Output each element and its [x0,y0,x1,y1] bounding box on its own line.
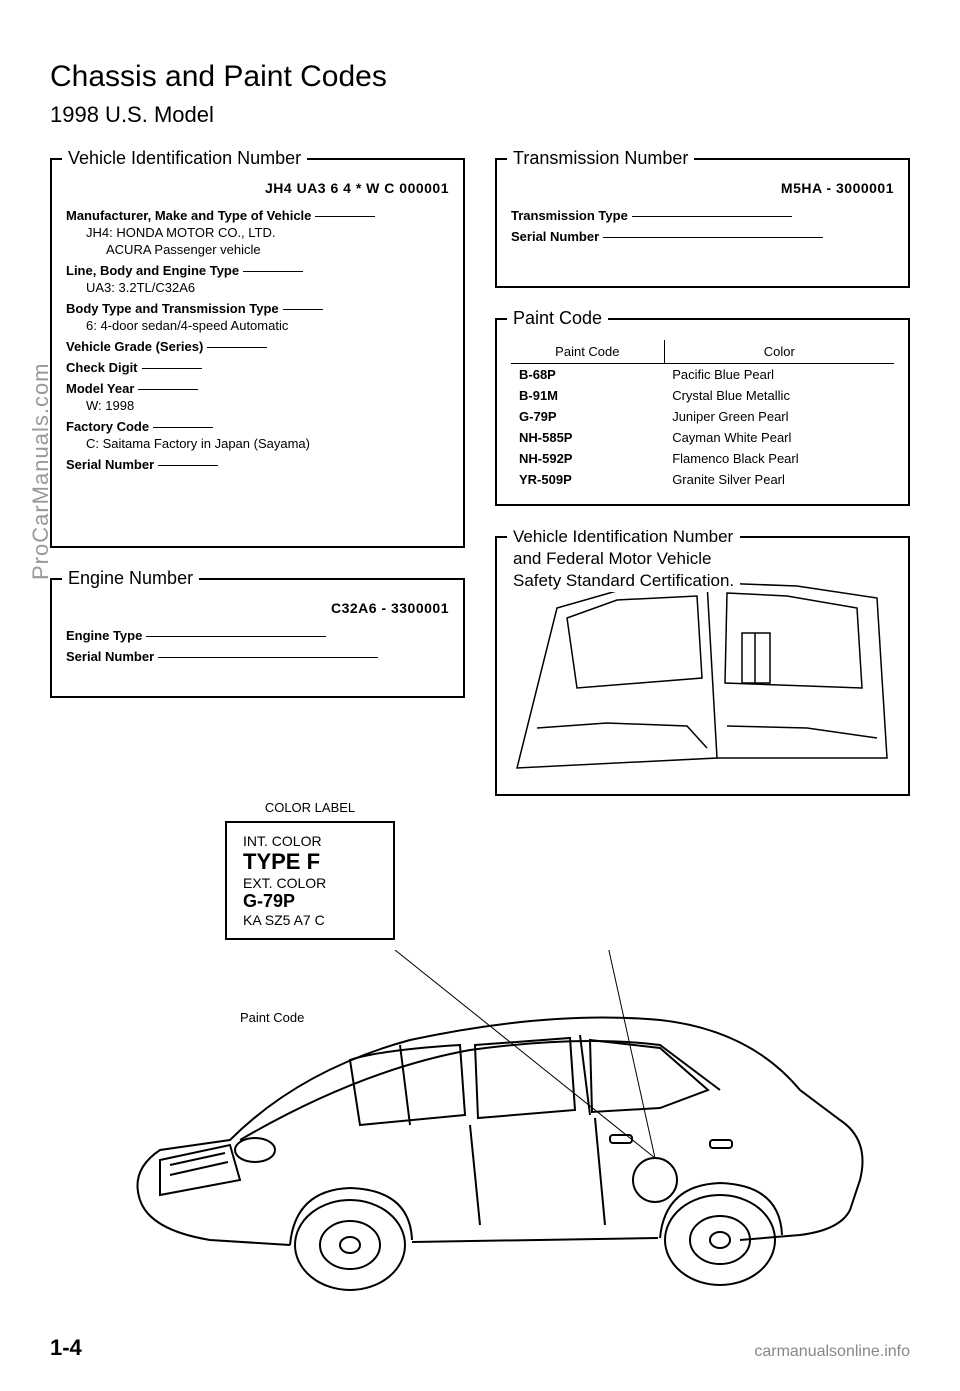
engine-code: C32A6 - 3300001 [66,600,449,616]
paint-box: Paint Code Paint Code Color B-68PPacific… [495,318,910,506]
color-label-box: INT. COLOR TYPE F EXT. COLOR G-79P KA SZ… [225,821,395,940]
vin-field-label: Check Digit [66,360,449,375]
car-illustration [100,950,880,1300]
engine-field-label: Engine Type [66,628,449,643]
cl-type: TYPE F [243,849,377,875]
page-subtitle: 1998 U.S. Model [50,102,910,128]
trans-code: M5HA - 3000001 [511,180,894,196]
engine-box: Engine Number C32A6 - 3300001 Engine Typ… [50,578,465,698]
vin-field-sub: JH4: HONDA MOTOR CO., LTD. [86,225,449,240]
trans-box: Transmission Number M5HA - 3000001 Trans… [495,158,910,288]
table-row: G-79PJuniper Green Pearl [511,406,894,427]
vin-field-label: Serial Number [66,457,449,472]
table-row: NH-592PFlamenco Black Pearl [511,448,894,469]
color-label-group: COLOR LABEL INT. COLOR TYPE F EXT. COLOR… [225,800,395,940]
vin-field-sub: C: Saitama Factory in Japan (Sayama) [86,436,449,451]
vin-field-label: Line, Body and Engine Type [66,263,449,278]
engine-box-title: Engine Number [62,568,199,589]
page-number: 1-4 [50,1335,82,1361]
table-row: B-91MCrystal Blue Metallic [511,385,894,406]
vin-field-sub: UA3: 3.2TL/C32A6 [86,280,449,295]
engine-field-label: Serial Number [66,649,449,664]
watermark: ProCarManuals.com [28,362,54,580]
vin-field-sub: W: 1998 [86,398,449,413]
vin-field-label: Factory Code [66,419,449,434]
vin-box-title: Vehicle Identification Number [62,148,307,169]
footer-url: carmanualsonline.info [754,1343,910,1361]
vin-fed-box: Vehicle Identification Number and Federa… [495,536,910,796]
color-label-title: COLOR LABEL [225,800,395,815]
vin-field-sub: 6: 4-door sedan/4-speed Automatic [86,318,449,333]
vin-fed-title: Vehicle Identification Number and Federa… [507,526,740,592]
paint-box-title: Paint Code [507,308,608,329]
vin-field-label: Manufacturer, Make and Type of Vehicle [66,208,449,223]
paint-table: Paint Code Color B-68PPacific Blue Pearl… [511,340,894,490]
door-illustration [507,578,897,778]
vin-code: JH4 UA3 6 4 * W C 000001 [66,180,449,196]
trans-field-label: Serial Number [511,229,894,244]
paint-col-header: Paint Code [511,340,664,364]
cl-ext: EXT. COLOR [243,875,377,891]
vin-field-label: Vehicle Grade (Series) [66,339,449,354]
table-row: YR-509PGranite Silver Pearl [511,469,894,490]
cl-code: G-79P [243,891,377,912]
vin-box: Vehicle Identification Number JH4 UA3 6 … [50,158,465,548]
cl-int: INT. COLOR [243,833,377,849]
table-row: NH-585PCayman White Pearl [511,427,894,448]
cl-bottom: KA SZ5 A7 C [243,912,377,928]
paint-col-header: Color [664,340,894,364]
vin-field-label: Body Type and Transmission Type [66,301,449,316]
page-title: Chassis and Paint Codes [50,60,910,94]
vin-field-label: Model Year [66,381,449,396]
trans-field-label: Transmission Type [511,208,894,223]
vin-field-sub: ACURA Passenger vehicle [106,242,449,257]
table-row: B-68PPacific Blue Pearl [511,364,894,386]
trans-box-title: Transmission Number [507,148,694,169]
